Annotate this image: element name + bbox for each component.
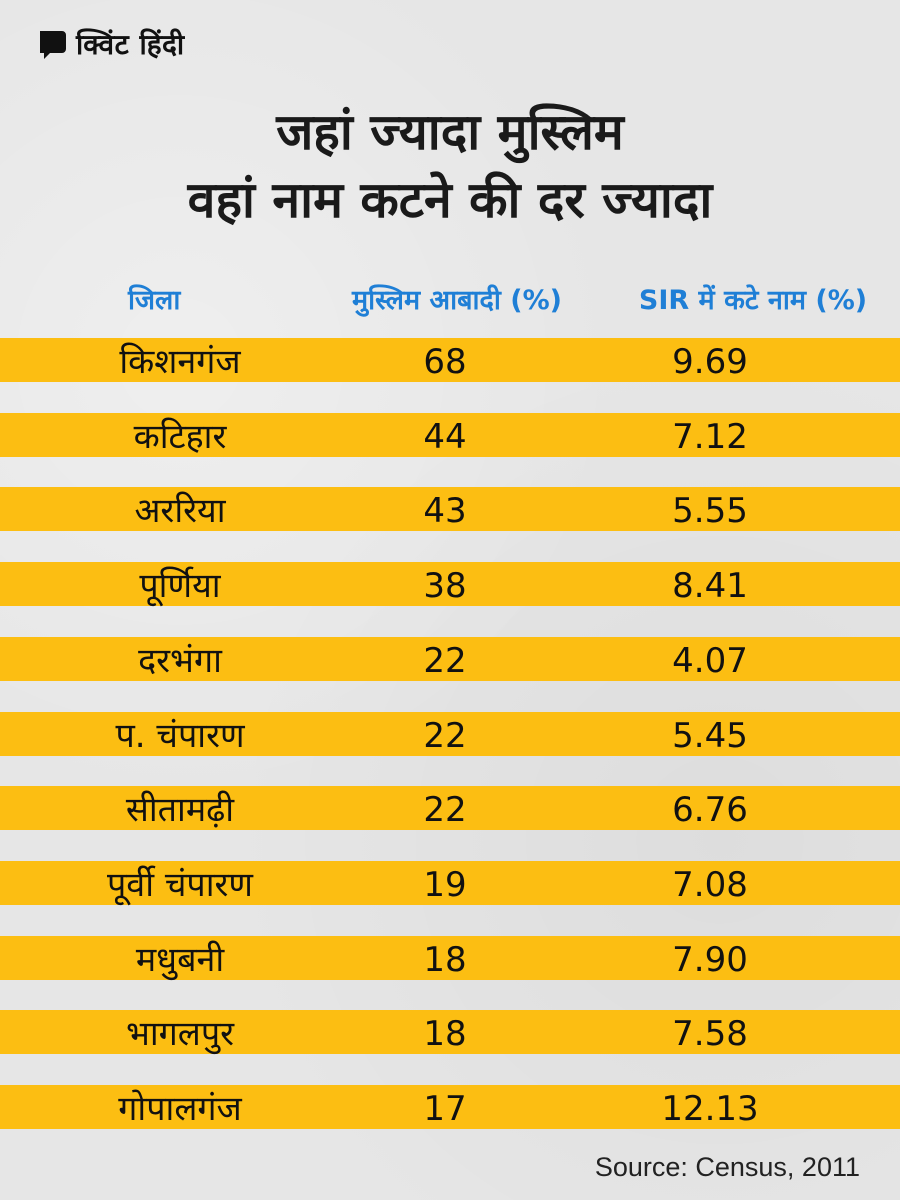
table-row: गोपालगंज 17 12.13 — [0, 1085, 900, 1129]
table-row: सीतामढ़ी 22 6.76 — [0, 786, 900, 830]
cell-muslim-population: 18 — [423, 1014, 467, 1054]
cell-district: मधुबनी — [135, 940, 225, 980]
cell-names-removed: 9.69 — [672, 342, 748, 382]
cell-district: पूर्वी चंपारण — [106, 865, 254, 905]
cell-district: सीतामढ़ी — [125, 790, 235, 830]
cell-muslim-population: 22 — [423, 716, 467, 756]
cell-muslim-population: 38 — [423, 566, 467, 606]
cell-district: भागलपुर — [125, 1014, 235, 1054]
cell-muslim-population: 19 — [423, 865, 467, 905]
table-row: भागलपुर 18 7.58 — [0, 1010, 900, 1054]
cell-district: अररिया — [134, 491, 226, 531]
table-header: जिला मुस्लिम आबादी (%) SIR में कटे नाम (… — [0, 272, 900, 322]
cell-muslim-population: 68 — [423, 342, 467, 382]
cell-district: दरभंगा — [138, 641, 222, 681]
cell-muslim-population: 22 — [423, 641, 467, 681]
quint-q-mark-icon — [40, 31, 66, 59]
table-row: कटिहार 44 7.12 — [0, 413, 900, 457]
title-line-1: जहां ज्यादा मुस्लिम — [276, 103, 624, 161]
cell-names-removed: 12.13 — [661, 1089, 759, 1129]
cell-names-removed: 6.76 — [672, 790, 748, 830]
table-row: अररिया 43 5.55 — [0, 487, 900, 531]
cell-district: गोपालगंज — [118, 1089, 242, 1129]
column-header-district: जिला — [128, 285, 181, 316]
cell-district: किशनगंज — [119, 342, 241, 382]
cell-names-removed: 7.08 — [672, 865, 748, 905]
cell-names-removed: 8.41 — [672, 566, 748, 606]
cell-names-removed: 5.45 — [672, 716, 748, 756]
cell-names-removed: 7.58 — [672, 1014, 748, 1054]
page-title: जहां ज्यादा मुस्लिम वहां नाम कटने की दर … — [0, 98, 900, 234]
table-row: मधुबनी 18 7.90 — [0, 936, 900, 980]
cell-district: कटिहार — [133, 417, 227, 457]
cell-muslim-population: 43 — [423, 491, 467, 531]
cell-names-removed: 5.55 — [672, 491, 748, 531]
cell-muslim-population: 22 — [423, 790, 467, 830]
table-row: दरभंगा 22 4.07 — [0, 637, 900, 681]
table-row: किशनगंज 68 9.69 — [0, 338, 900, 382]
brand-logo: क्विंट हिंदी — [36, 24, 185, 64]
cell-names-removed: 4.07 — [672, 641, 748, 681]
column-header-muslim-population: मुस्लिम आबादी (%) — [352, 285, 562, 316]
cell-district: प. चंपारण — [115, 716, 245, 756]
source-note: Source: Census, 2011 — [594, 1152, 860, 1182]
column-header-names-removed: SIR में कटे नाम (%) — [638, 285, 868, 316]
brand-logo-text: क्विंट हिंदी — [76, 28, 185, 61]
cell-muslim-population: 44 — [423, 417, 467, 457]
cell-names-removed: 7.90 — [672, 940, 748, 980]
table-row: पूर्णिया 38 8.41 — [0, 562, 900, 606]
table-row: प. चंपारण 22 5.45 — [0, 712, 900, 756]
cell-district: पूर्णिया — [139, 566, 221, 606]
title-line-2: वहां नाम कटने की दर ज्यादा — [187, 171, 713, 229]
cell-muslim-population: 17 — [423, 1089, 467, 1129]
table-row: पूर्वी चंपारण 19 7.08 — [0, 861, 900, 905]
cell-muslim-population: 18 — [423, 940, 467, 980]
cell-names-removed: 7.12 — [672, 417, 748, 457]
